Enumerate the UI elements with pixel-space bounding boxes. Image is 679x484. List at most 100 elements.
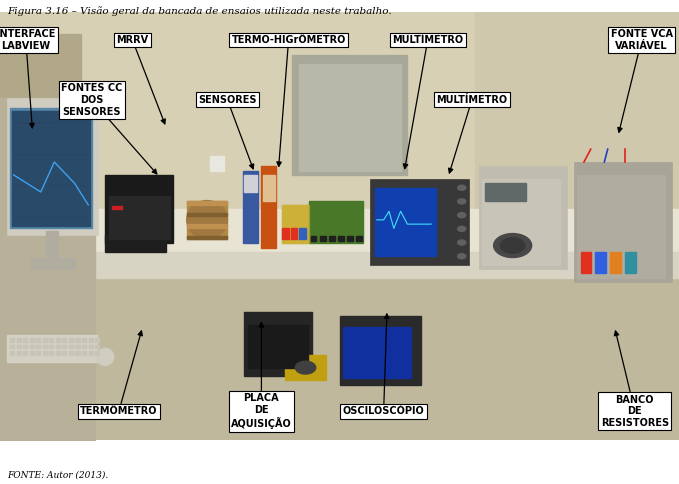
Bar — [82, 338, 86, 342]
Bar — [69, 338, 73, 342]
Text: Figura 3.16 – Visão geral da bancada de ensaios utilizada neste trabalho.: Figura 3.16 – Visão geral da bancada de … — [7, 6, 391, 15]
Bar — [30, 338, 34, 342]
Bar — [10, 345, 14, 348]
Ellipse shape — [97, 348, 114, 365]
Bar — [69, 351, 73, 355]
Bar — [23, 351, 27, 355]
Bar — [581, 252, 591, 273]
Bar — [56, 338, 60, 342]
Text: FONTE VCA
VARIÁVEL: FONTE VCA VARIÁVEL — [610, 29, 673, 132]
Text: PLACA
DE
AQUISIÇÃO: PLACA DE AQUISIÇÃO — [231, 322, 292, 429]
Circle shape — [458, 227, 466, 231]
Bar — [320, 236, 325, 241]
Bar — [62, 338, 67, 342]
Bar — [17, 351, 21, 355]
Bar — [50, 351, 54, 355]
Bar — [17, 338, 21, 342]
Bar — [105, 175, 173, 243]
Bar — [244, 175, 257, 192]
Bar — [299, 228, 306, 239]
Text: OSCILOSCÓPIO: OSCILOSCÓPIO — [343, 314, 424, 416]
Bar — [95, 338, 99, 342]
Circle shape — [295, 361, 316, 374]
Bar — [56, 351, 60, 355]
Bar — [187, 236, 227, 239]
Bar — [75, 351, 79, 355]
Bar — [82, 351, 86, 355]
Bar — [105, 235, 166, 252]
Text: TERMO-HIGrÔMETRO: TERMO-HIGrÔMETRO — [232, 35, 346, 166]
Bar — [10, 108, 92, 228]
Text: BANCO
DE
RESISTORES: BANCO DE RESISTORES — [601, 331, 669, 428]
Bar — [109, 197, 170, 239]
Bar — [282, 205, 309, 243]
Bar — [56, 345, 60, 348]
Bar — [299, 63, 401, 170]
Bar — [485, 183, 526, 200]
Bar — [187, 201, 227, 205]
Text: SENSORES: SENSORES — [198, 95, 257, 169]
Bar — [112, 206, 122, 209]
Bar — [187, 224, 227, 227]
Bar — [88, 345, 92, 348]
Bar — [69, 345, 73, 348]
Bar — [75, 338, 79, 342]
Bar — [187, 200, 227, 239]
Bar — [375, 188, 436, 256]
Bar — [610, 252, 621, 273]
Bar — [574, 162, 672, 282]
Bar — [285, 355, 326, 380]
Bar — [292, 55, 407, 175]
Bar — [43, 338, 47, 342]
Bar — [12, 111, 90, 227]
Bar — [30, 345, 34, 348]
Bar — [50, 345, 54, 348]
Bar — [43, 351, 47, 355]
Bar — [187, 213, 227, 216]
Bar — [243, 170, 258, 243]
Bar — [75, 345, 79, 348]
Bar — [62, 345, 67, 348]
Bar — [36, 345, 40, 348]
Bar — [282, 205, 309, 243]
Bar — [30, 351, 34, 355]
Circle shape — [500, 238, 525, 253]
Bar — [88, 338, 92, 342]
Bar — [17, 345, 21, 348]
Bar — [329, 236, 335, 241]
Bar — [23, 338, 27, 342]
Bar — [10, 351, 14, 355]
Bar — [348, 236, 353, 241]
Bar — [370, 179, 469, 265]
Circle shape — [458, 254, 466, 259]
Bar — [46, 230, 58, 260]
Circle shape — [458, 185, 466, 190]
Bar — [343, 327, 411, 378]
Bar — [291, 228, 297, 239]
Bar — [595, 252, 606, 273]
Text: MULTÍMETRO: MULTÍMETRO — [392, 35, 463, 168]
Text: TERMÔMETRO: TERMÔMETRO — [80, 331, 158, 416]
Bar — [282, 228, 289, 239]
Bar — [261, 166, 276, 248]
Bar — [311, 236, 316, 241]
Bar — [338, 236, 344, 241]
Bar — [356, 236, 362, 241]
Text: MULTÍMETRO: MULTÍMETRO — [437, 95, 507, 173]
Circle shape — [458, 199, 466, 204]
Circle shape — [458, 212, 466, 218]
Bar — [263, 175, 275, 200]
Bar — [50, 338, 54, 342]
Text: MRRV: MRRV — [116, 35, 165, 124]
Circle shape — [458, 240, 466, 245]
Bar — [7, 335, 98, 363]
Bar — [577, 175, 665, 278]
Circle shape — [494, 234, 532, 257]
Bar — [43, 345, 47, 348]
Bar — [31, 258, 75, 269]
Bar — [36, 338, 40, 342]
Bar — [82, 345, 86, 348]
Text: FONTE: Autor (2013).: FONTE: Autor (2013). — [7, 470, 108, 479]
Bar — [482, 179, 560, 265]
Bar — [36, 351, 40, 355]
